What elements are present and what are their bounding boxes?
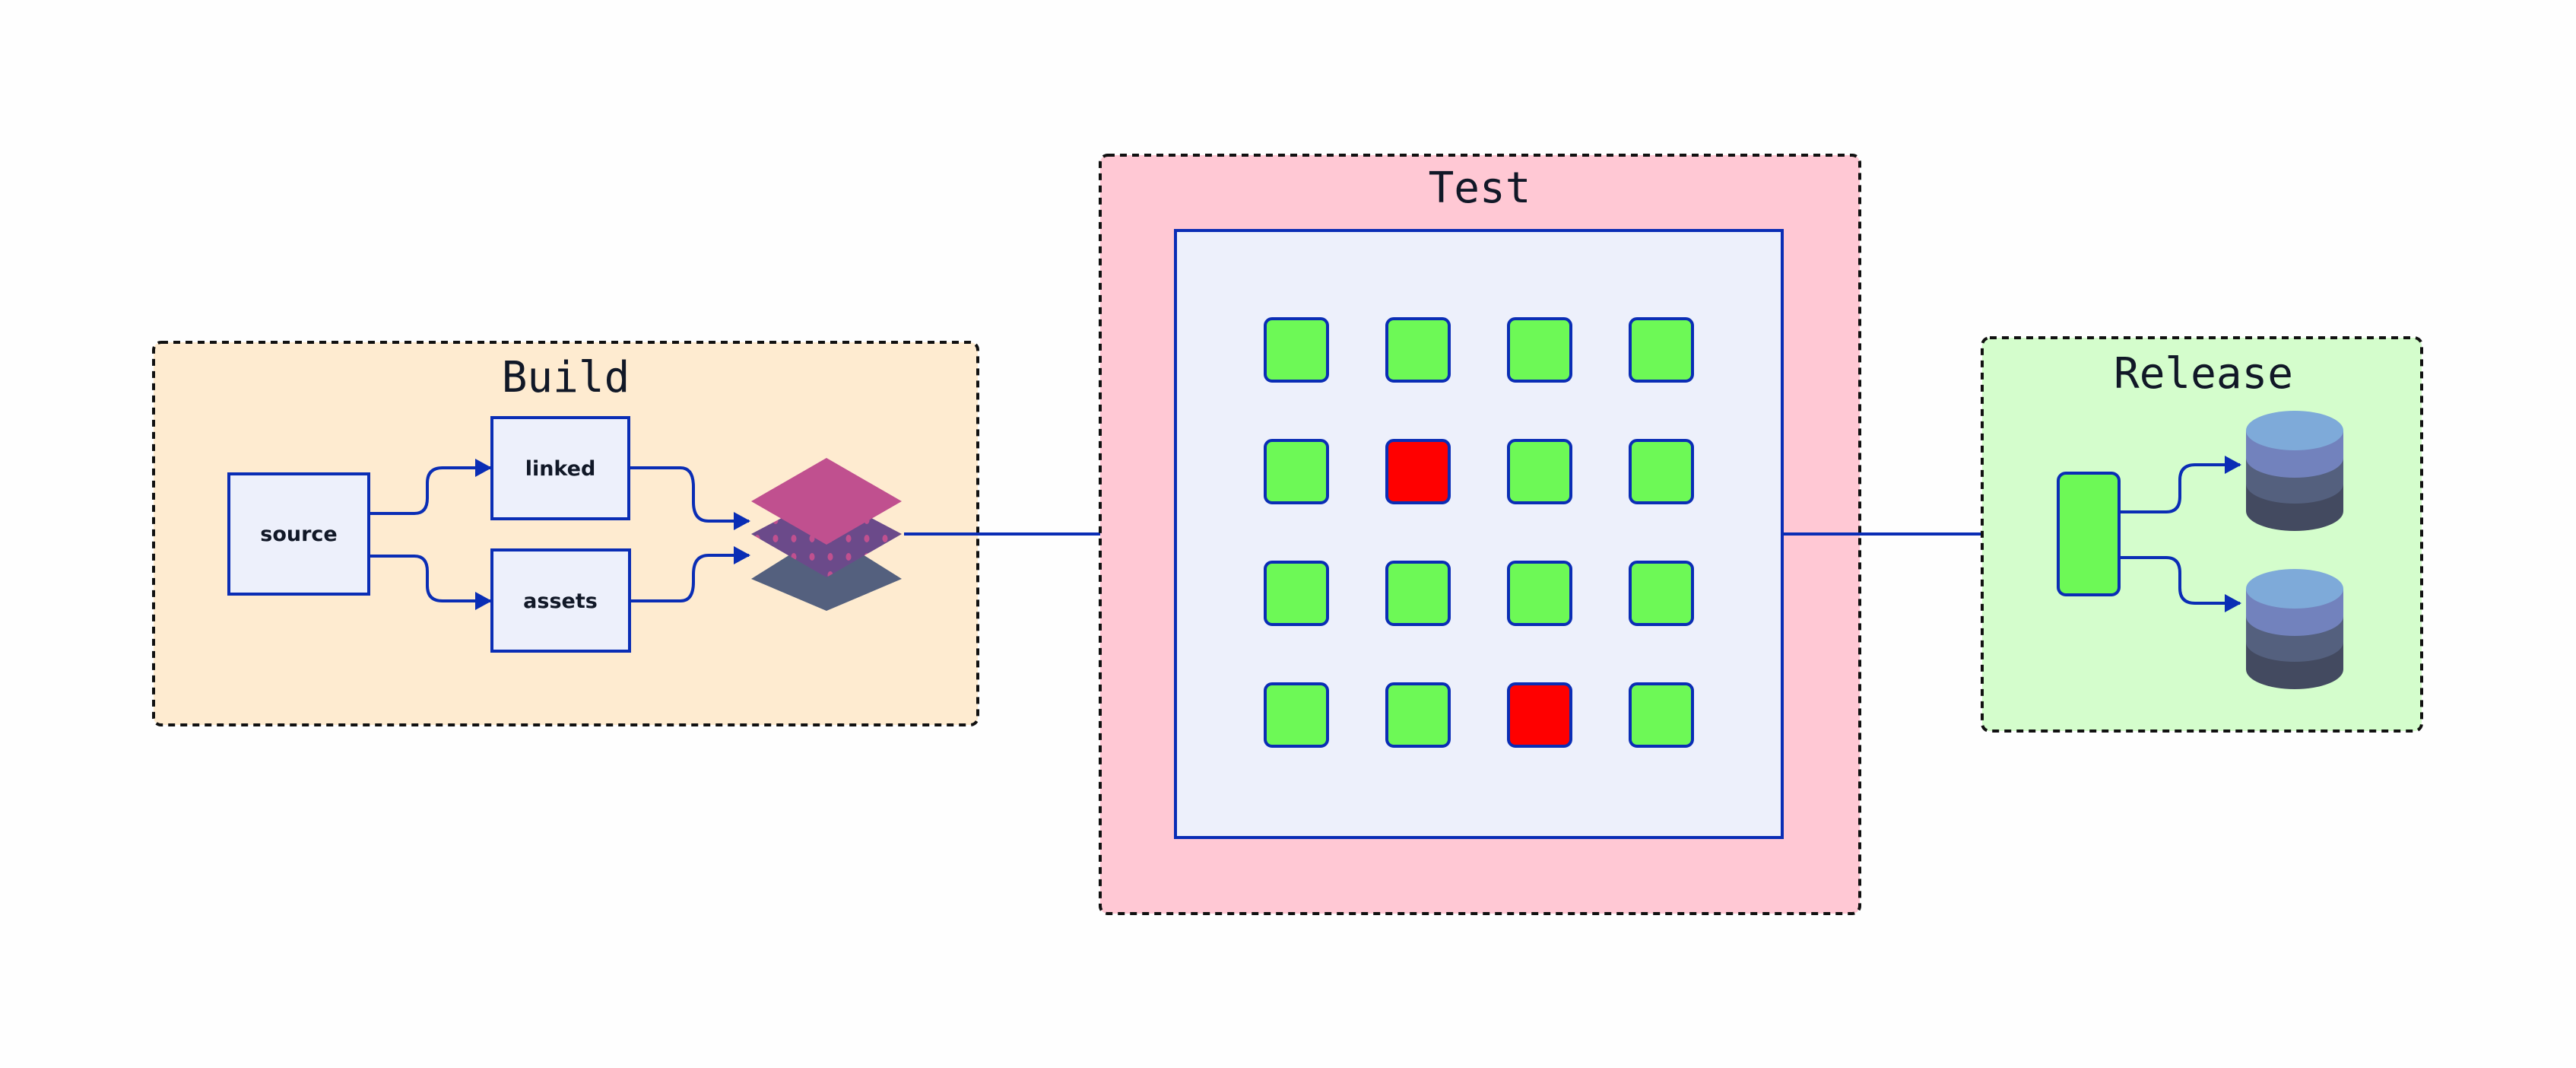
build-title: Build <box>502 353 630 402</box>
test-grid <box>1264 317 1694 748</box>
test-cell-pass[interactable] <box>1507 439 1572 504</box>
test-cell-pass[interactable] <box>1629 317 1694 383</box>
release-title: Release <box>2114 349 2293 399</box>
layers-icon <box>751 458 902 611</box>
edge-assets-artifact <box>630 546 750 602</box>
test-cell-pass[interactable] <box>1264 439 1329 504</box>
test-cell-pass[interactable] <box>1629 439 1694 504</box>
test-cell-pass[interactable] <box>1629 561 1694 626</box>
edge-source-linked <box>370 459 492 515</box>
test-title: Test <box>1429 164 1531 213</box>
source-label: source <box>260 523 337 546</box>
database-icon <box>2246 411 2343 531</box>
linked-node[interactable]: linked <box>490 416 630 520</box>
linked-label: linked <box>525 457 596 481</box>
assets-node[interactable]: assets <box>490 548 631 653</box>
edge-release-db1 <box>2121 456 2241 513</box>
test-cell-pass[interactable] <box>1264 317 1329 383</box>
test-stage: Test <box>1099 154 1861 915</box>
test-cell-pass[interactable] <box>1629 682 1694 748</box>
test-cell-pass[interactable] <box>1385 682 1451 748</box>
release-stage: Release <box>1981 336 2423 733</box>
test-cell-pass[interactable] <box>1264 561 1329 626</box>
test-cell-pass[interactable] <box>1264 682 1329 748</box>
build-stage: Build source linked assets <box>152 341 979 726</box>
database-icon <box>2246 569 2343 689</box>
release-gate-node[interactable] <box>2057 472 2121 596</box>
edge-release-db2 <box>2121 556 2241 612</box>
test-cell-pass[interactable] <box>1507 561 1572 626</box>
test-cell-pass[interactable] <box>1507 317 1572 383</box>
assets-label: assets <box>523 590 598 613</box>
edge-linked-artifact <box>630 466 750 530</box>
test-cell-pass[interactable] <box>1385 317 1451 383</box>
source-node[interactable]: source <box>227 472 370 596</box>
test-cell-pass[interactable] <box>1385 561 1451 626</box>
test-cell-fail[interactable] <box>1507 682 1572 748</box>
test-cell-fail[interactable] <box>1385 439 1451 504</box>
edge-source-assets <box>370 555 492 610</box>
